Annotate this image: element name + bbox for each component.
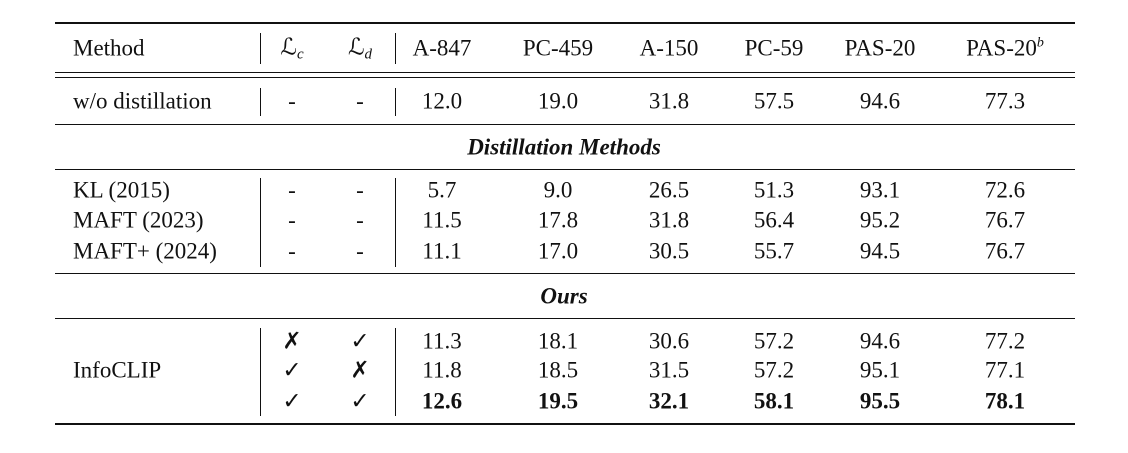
lc-flag: - [288, 207, 296, 233]
score: 30.5 [648, 238, 690, 264]
score: 58.1 [753, 388, 795, 414]
rule [55, 273, 1075, 275]
score: 31.8 [648, 207, 690, 233]
score: 57.2 [753, 328, 795, 354]
header-ld-sub: d [364, 46, 373, 63]
score: 9.0 [543, 177, 573, 203]
ld-flag: ✓ [350, 388, 370, 414]
score: 78.1 [984, 388, 1026, 414]
header-lc-symbol: ℒ [280, 34, 297, 60]
ld-flag: - [356, 207, 364, 233]
score: 11.3 [422, 328, 462, 354]
score: 95.1 [859, 357, 901, 383]
lc-flag: - [288, 238, 296, 264]
lc-flag: ✓ [282, 388, 302, 414]
header-dataset: PAS-20 [844, 35, 916, 61]
score: 76.7 [984, 238, 1026, 264]
method-name: MAFT+ (2024) [73, 238, 217, 264]
score: 11.1 [422, 238, 462, 264]
score: 57.2 [753, 357, 795, 383]
header-ld: ℒd [348, 36, 372, 63]
column-separator [260, 88, 262, 116]
header-dataset: PC-459 [522, 35, 594, 61]
lc-flag: - [288, 177, 296, 203]
score: 94.6 [859, 88, 901, 114]
column-separator [260, 33, 262, 64]
column-separator [395, 328, 397, 416]
rule [55, 77, 1075, 79]
score: 12.6 [421, 388, 463, 414]
method-name: InfoCLIP [73, 357, 162, 383]
header-dataset: A-150 [639, 35, 699, 61]
lc-flag: - [288, 88, 296, 114]
header-method: Method [73, 35, 145, 61]
score: 5.7 [427, 177, 457, 203]
header-dataset: A-847 [412, 35, 472, 61]
score: 12.0 [421, 88, 463, 114]
score: 31.8 [648, 88, 690, 114]
score: 94.5 [859, 238, 901, 264]
rule [55, 423, 1075, 425]
column-separator [260, 328, 262, 416]
header-lc: ℒc [280, 36, 303, 63]
section-title: Ours [540, 283, 588, 309]
method-name: MAFT (2023) [73, 207, 204, 233]
score: 32.1 [648, 388, 690, 414]
score: 76.7 [984, 207, 1026, 233]
score: 77.1 [984, 357, 1026, 383]
score: 31.5 [648, 357, 690, 383]
score: 11.8 [422, 357, 462, 383]
header-lc-sub: c [296, 46, 304, 63]
lc-flag: ✗ [282, 328, 302, 354]
score: 18.5 [537, 357, 579, 383]
score: 77.2 [984, 328, 1026, 354]
rule [55, 318, 1075, 320]
method-name: KL (2015) [73, 177, 170, 203]
score: 19.5 [537, 388, 579, 414]
score: 30.6 [648, 328, 690, 354]
score: 93.1 [859, 177, 901, 203]
score: 94.6 [859, 328, 901, 354]
score: 19.0 [537, 88, 579, 114]
column-separator [395, 33, 397, 64]
column-separator [395, 178, 397, 267]
lc-flag: ✓ [282, 357, 302, 383]
header-dataset: PAS-20b [966, 35, 1044, 61]
ld-flag: - [356, 238, 364, 264]
score: 77.3 [984, 88, 1026, 114]
rule [55, 72, 1075, 74]
score: 95.5 [859, 388, 901, 414]
score: 18.1 [537, 328, 579, 354]
score: 17.0 [537, 238, 579, 264]
section-title: Distillation Methods [467, 134, 661, 160]
header-dataset: PC-59 [744, 35, 804, 61]
score: 56.4 [753, 207, 795, 233]
score: 95.2 [859, 207, 901, 233]
score: 51.3 [753, 177, 795, 203]
header-dataset-text: PAS-20 [966, 35, 1037, 61]
column-separator [260, 178, 262, 267]
rule [55, 124, 1075, 126]
ld-flag: - [356, 177, 364, 203]
ld-flag: ✓ [350, 328, 370, 354]
score: 11.5 [422, 207, 462, 233]
ld-flag: ✗ [350, 357, 370, 383]
header-dataset-sup: b [1036, 35, 1044, 51]
score: 57.5 [753, 88, 795, 114]
method-name: w/o distillation [73, 88, 212, 114]
score: 26.5 [648, 177, 690, 203]
ld-flag: - [356, 88, 364, 114]
score: 17.8 [537, 207, 579, 233]
rule [55, 169, 1075, 171]
score: 72.6 [984, 177, 1026, 203]
score: 55.7 [753, 238, 795, 264]
rule [55, 22, 1075, 24]
column-separator [395, 88, 397, 116]
header-ld-symbol: ℒ [347, 34, 365, 60]
